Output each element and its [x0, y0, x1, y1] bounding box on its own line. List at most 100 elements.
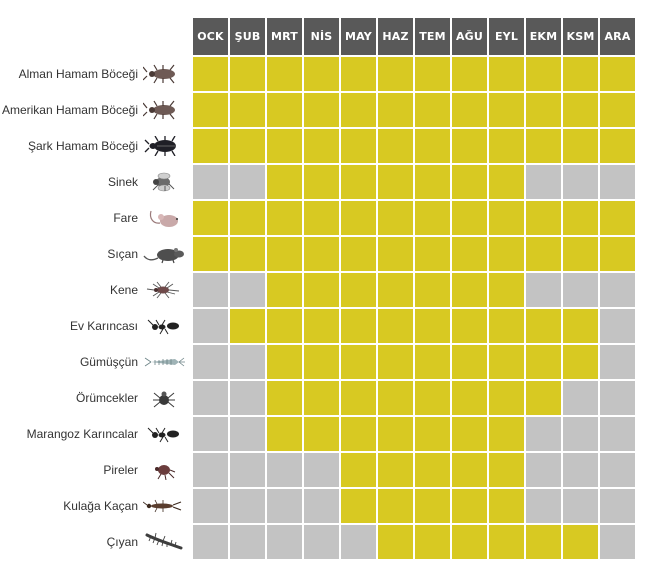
cell-r10-haz: [378, 381, 413, 415]
row-label-5: Fare: [113, 211, 138, 225]
cell-r4-haz: [378, 165, 413, 199]
cell-r12-şub: [230, 453, 265, 487]
row-label-8: Ev Karıncası: [69, 319, 138, 333]
cell-r3-şub: [230, 129, 265, 163]
cell-r9-ara: [600, 345, 635, 379]
spider-icon: [153, 391, 175, 408]
cell-r13-ekm: [526, 489, 561, 523]
row-label-11: Marangoz Karıncalar: [26, 427, 138, 441]
cell-r4-ni̇s: [304, 165, 339, 199]
cell-r12-may: [341, 453, 376, 487]
cell-r8-tem: [415, 309, 450, 343]
cell-r8-ara: [600, 309, 635, 343]
cell-r4-ara: [600, 165, 635, 199]
cell-r1-ni̇s: [304, 57, 339, 91]
cell-r7-ock: [193, 273, 228, 307]
row-label-4: Sinek: [107, 175, 138, 189]
cell-r2-may: [341, 93, 376, 127]
cell-r1-ara: [600, 57, 635, 91]
cell-r3-may: [341, 129, 376, 163]
beetle-icon: [144, 136, 176, 156]
month-header-2: ŞUB: [230, 18, 265, 55]
cell-r7-şub: [230, 273, 265, 307]
cell-r3-eyl: [489, 129, 524, 163]
row-label-10: Örümcekler: [75, 391, 138, 405]
cell-r2-eyl: [489, 93, 524, 127]
cell-r14-mrt: [267, 525, 302, 559]
cell-r5-ekm: [526, 201, 561, 235]
cell-r2-şub: [230, 93, 265, 127]
month-header-5: MAY: [341, 18, 376, 55]
cell-r10-mrt: [267, 381, 302, 415]
cell-r6-eyl: [489, 237, 524, 271]
month-header-6: HAZ: [378, 18, 413, 55]
cell-r4-ksm: [563, 165, 598, 199]
tick-icon: [146, 281, 180, 299]
cell-r10-ekm: [526, 381, 561, 415]
row-label-12: Pireler: [103, 463, 138, 477]
cell-r7-ağu: [452, 273, 487, 307]
cell-r5-ock: [193, 201, 228, 235]
cell-r14-tem: [415, 525, 450, 559]
cell-r8-eyl: [489, 309, 524, 343]
cell-r3-tem: [415, 129, 450, 163]
cell-r6-ock: [193, 237, 228, 271]
cell-r10-eyl: [489, 381, 524, 415]
cell-r5-eyl: [489, 201, 524, 235]
cell-r2-ağu: [452, 93, 487, 127]
cell-r10-ara: [600, 381, 635, 415]
cell-r9-tem: [415, 345, 450, 379]
cell-r3-ksm: [563, 129, 598, 163]
cell-r4-eyl: [489, 165, 524, 199]
cell-r14-ekm: [526, 525, 561, 559]
row-label-9: Gümüşçün: [79, 355, 138, 369]
cell-r8-ağu: [452, 309, 487, 343]
cell-r7-mrt: [267, 273, 302, 307]
cell-r7-eyl: [489, 273, 524, 307]
cell-r11-ksm: [563, 417, 598, 451]
rat-icon: [143, 248, 184, 264]
cell-r3-ara: [600, 129, 635, 163]
cell-r9-mrt: [267, 345, 302, 379]
cell-r9-ock: [193, 345, 228, 379]
cell-r3-ağu: [452, 129, 487, 163]
cell-r12-mrt: [267, 453, 302, 487]
cell-r5-ksm: [563, 201, 598, 235]
cell-r14-ağu: [452, 525, 487, 559]
cell-r5-şub: [230, 201, 265, 235]
cell-r1-haz: [378, 57, 413, 91]
cell-r14-ara: [600, 525, 635, 559]
cell-r5-mrt: [267, 201, 302, 235]
cell-r14-ni̇s: [304, 525, 339, 559]
cell-r9-may: [341, 345, 376, 379]
cell-r1-şub: [230, 57, 265, 91]
silverfish-icon: [144, 357, 185, 367]
cell-r10-may: [341, 381, 376, 415]
cell-r14-may: [341, 525, 376, 559]
cell-r11-mrt: [267, 417, 302, 451]
row-label-2: Amerikan Hamam Böceği: [1, 103, 138, 117]
cell-r7-ni̇s: [304, 273, 339, 307]
cell-r9-şub: [230, 345, 265, 379]
cell-r13-tem: [415, 489, 450, 523]
cell-r13-haz: [378, 489, 413, 523]
cell-r7-haz: [378, 273, 413, 307]
cell-r14-eyl: [489, 525, 524, 559]
row-label-6: Sıçan: [107, 247, 138, 261]
cell-r9-ağu: [452, 345, 487, 379]
cell-r9-ni̇s: [304, 345, 339, 379]
cell-r3-haz: [378, 129, 413, 163]
cell-r12-ni̇s: [304, 453, 339, 487]
cell-r6-mrt: [267, 237, 302, 271]
cell-r2-ara: [600, 93, 635, 127]
cell-r8-ekm: [526, 309, 561, 343]
cell-r2-ock: [193, 93, 228, 127]
cell-r3-mrt: [267, 129, 302, 163]
cell-r6-tem: [415, 237, 450, 271]
cell-r4-şub: [230, 165, 265, 199]
month-header-7: TEM: [415, 18, 450, 55]
cell-r6-ksm: [563, 237, 598, 271]
cell-r8-şub: [230, 309, 265, 343]
fly-icon: [152, 172, 175, 192]
cell-r13-ni̇s: [304, 489, 339, 523]
